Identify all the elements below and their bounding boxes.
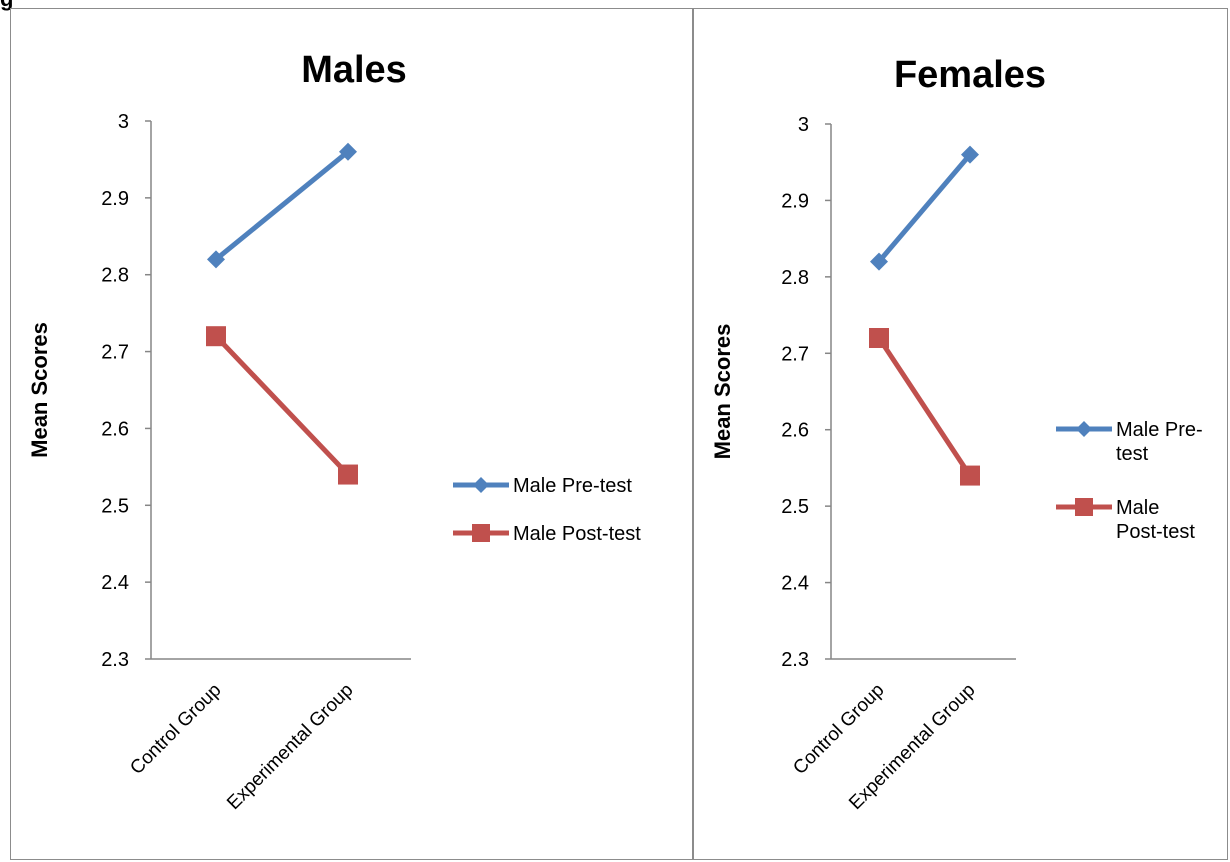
legend-marker-square: [472, 524, 490, 542]
chart-title: Males: [301, 49, 407, 91]
y-tick-label: 2.3: [781, 649, 809, 671]
males-chart-panel: Males 2.3 2.4 2.5 2.6 2.7 2.8 2.9 3 Mean Scores Co…: [10, 8, 693, 860]
y-tick-label: 2.6: [781, 420, 809, 442]
series-line: [214, 334, 350, 477]
legend-label: Male Pre-test: [513, 475, 632, 497]
y-tick-label: 2.5: [781, 496, 809, 518]
y-tick-label: 2.7: [101, 342, 129, 364]
data-point-square: [206, 326, 226, 347]
y-tick-label: 2.4: [781, 573, 809, 595]
chart-title: Females: [894, 54, 1046, 96]
series-line: [214, 149, 350, 262]
females-chart: Females 2.3 2.4 2.5 2.6 2.7 2.8 2.9 3 Mean Scores…: [710, 54, 1203, 814]
y-tick-label: 2.9: [101, 188, 129, 210]
y-axis-label: Mean Scores: [710, 324, 735, 460]
y-tick-label: 2.6: [101, 418, 129, 440]
series-line: [876, 336, 973, 477]
y-tick-label: 2.7: [781, 343, 809, 365]
data-point-square: [869, 328, 889, 348]
y-tick-label: 3: [118, 111, 129, 133]
legend-marker-diamond: [1076, 421, 1092, 437]
legend-marker-square: [1075, 498, 1093, 516]
x-category-label: Control Group: [789, 680, 888, 779]
data-point-diamond: [870, 252, 888, 271]
data-point-diamond: [207, 250, 225, 269]
y-axis-label: Mean Scores: [27, 322, 52, 458]
legend-marker-diamond: [473, 477, 489, 493]
data-point-square: [960, 465, 980, 486]
y-tick-label: 2.8: [101, 265, 129, 287]
legend-label: Male Post-test: [1116, 497, 1195, 543]
data-point-diamond: [961, 145, 979, 164]
y-tick-label: 2.8: [781, 267, 809, 289]
y-tick-label: 2.9: [781, 190, 809, 212]
males-chart: Males 2.3 2.4 2.5 2.6 2.7 2.8 2.9 3 Mean Scores Co…: [27, 49, 641, 814]
y-tick-label: 3: [798, 114, 809, 136]
legend-label: Male Pre-test: [1116, 419, 1203, 465]
y-tick-label: 2.4: [101, 572, 129, 594]
series-line: [877, 152, 972, 264]
females-chart-panel: Females 2.3 2.4 2.5 2.6 2.7 2.8 2.9 3 Mean Scores…: [693, 8, 1228, 860]
y-tick-label: 2.5: [101, 495, 129, 517]
x-category-label: Control Group: [126, 680, 225, 779]
figure-caption: g: [0, 0, 13, 12]
data-point-square: [338, 464, 358, 485]
x-category-label: Experimental Group: [223, 680, 357, 814]
legend-label: Male Post-test: [513, 523, 641, 545]
data-point-diamond: [339, 142, 357, 161]
y-tick-label: 2.3: [101, 649, 129, 671]
